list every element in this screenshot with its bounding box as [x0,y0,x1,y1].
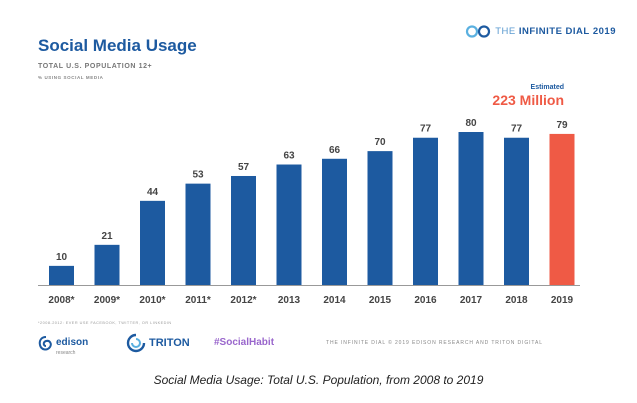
hashtag: #SocialHabit [214,337,275,348]
triton-name: TRITON [149,337,190,349]
bar-2015 [367,151,393,285]
brand-name: INFINITE DIAL [518,26,590,37]
x-tick-label: 2019 [551,295,574,306]
data-label: 80 [465,118,477,129]
figure-caption: Social Media Usage: Total U.S. Populatio… [153,373,484,387]
data-label: 21 [101,231,113,242]
bar-2018 [504,137,529,285]
data-label: 79 [556,120,568,131]
x-tick-label: 2012* [230,295,256,306]
data-label: 63 [283,151,295,162]
brand-text: THE INFINITE DIAL 2019 [495,26,616,37]
x-tick-label: 2010* [139,295,165,306]
x-tick-label: 2018 [505,295,528,306]
triton-logo: TRITON [126,333,190,353]
bar-2013 [276,164,302,285]
bar-2011 [185,183,211,285]
x-tick-label: 2015 [369,295,392,306]
edison-swirl-icon [38,336,52,351]
infinity-logo-icon [466,25,491,38]
x-tick-label: 2016 [414,295,437,306]
slide: Social Media Usage TOTAL U.S. POPULATION… [38,25,616,356]
x-tick-label: 2013 [278,295,301,306]
x-tick-label: 2011* [185,295,211,306]
x-tick-label: 2014 [323,295,346,306]
data-label: 10 [56,252,68,263]
edison-name: edison [56,337,89,348]
brand-year: 2019 [592,26,616,37]
bar-2009 [94,244,120,285]
x-tick-label: 2009* [94,295,120,306]
bar-2008 [49,265,74,285]
data-label: 77 [420,124,432,135]
data-label: 44 [147,187,159,198]
bar-2014 [322,158,347,285]
infinite-dial-brand: THE INFINITE DIAL 2019 [465,25,616,38]
x-tick-label: 2017 [460,295,483,306]
copyright: THE INFINITE DIAL © 2019 EDISON RESEARCH… [326,340,543,346]
data-label: 70 [374,137,386,148]
triton-circle-icon [126,333,146,353]
data-label: 57 [238,162,250,173]
data-label: 66 [329,145,341,156]
y-axis-note: % USING SOCIAL MEDIA [38,75,104,80]
data-label: 77 [511,124,523,135]
footnote: *2008-2012: EVER USE FACEBOOK, TWITTER, … [38,321,172,325]
bar-2010 [140,200,165,285]
bar-chart: 10 2008* 21 2009* 44 2010* 53 2011* 57 2012* 63 201… [38,118,580,306]
chart-title: Social Media Usage [38,36,197,55]
x-tick-label: 2008* [48,295,74,306]
chart-subtitle: TOTAL U.S. POPULATION 12+ [38,63,153,70]
callout-label: Estimated [530,84,564,91]
callout-value: 223 Million [492,92,564,108]
bar-2012 [231,175,256,285]
edison-logo: edison research [38,332,88,356]
edison-sub: research [56,350,76,356]
bar-2017 [458,132,484,285]
bar-2019 [549,133,575,285]
brand-prefix: THE [495,26,516,37]
bar-2016 [413,137,438,285]
data-label: 53 [192,170,204,181]
